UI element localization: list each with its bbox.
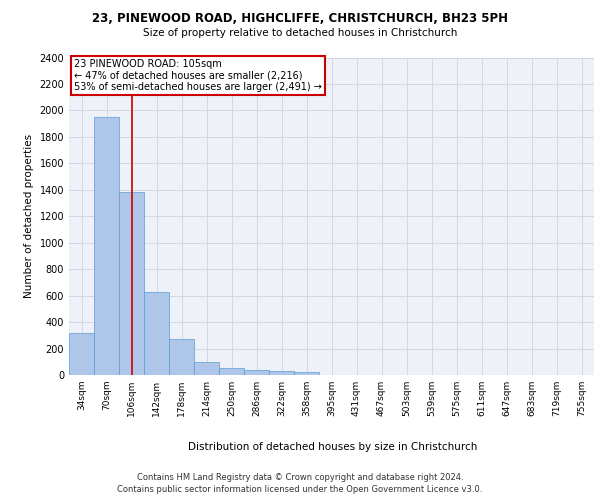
Bar xyxy=(294,372,319,375)
Bar xyxy=(219,368,244,375)
Y-axis label: Number of detached properties: Number of detached properties xyxy=(24,134,34,298)
Bar xyxy=(94,117,119,375)
Text: Distribution of detached houses by size in Christchurch: Distribution of detached houses by size … xyxy=(188,442,478,452)
Text: Contains HM Land Registry data © Crown copyright and database right 2024.: Contains HM Land Registry data © Crown c… xyxy=(137,472,463,482)
Bar xyxy=(244,370,269,375)
Bar xyxy=(69,334,94,375)
Text: 23, PINEWOOD ROAD, HIGHCLIFFE, CHRISTCHURCH, BH23 5PH: 23, PINEWOOD ROAD, HIGHCLIFFE, CHRISTCHU… xyxy=(92,12,508,26)
Bar xyxy=(194,362,219,375)
Bar xyxy=(169,338,194,375)
Text: Contains public sector information licensed under the Open Government Licence v3: Contains public sector information licen… xyxy=(118,485,482,494)
Text: 23 PINEWOOD ROAD: 105sqm
← 47% of detached houses are smaller (2,216)
53% of sem: 23 PINEWOOD ROAD: 105sqm ← 47% of detach… xyxy=(74,59,322,92)
Bar xyxy=(119,192,144,375)
Bar xyxy=(269,372,294,375)
Text: Size of property relative to detached houses in Christchurch: Size of property relative to detached ho… xyxy=(143,28,457,38)
Bar xyxy=(144,292,169,375)
